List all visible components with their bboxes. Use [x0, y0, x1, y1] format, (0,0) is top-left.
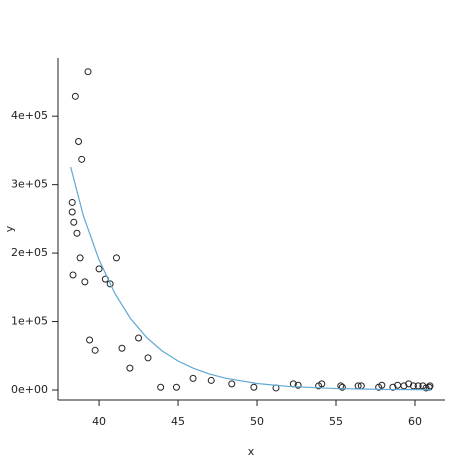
point [76, 254, 84, 262]
point [91, 346, 99, 354]
y-tick-label: 4e+05 [11, 109, 48, 122]
x-axis-label: x [248, 445, 255, 458]
x-tick-label: 60 [408, 415, 422, 428]
x-tick-label: 50 [250, 415, 264, 428]
point [81, 278, 89, 286]
x-tick-label: 55 [329, 415, 343, 428]
point [422, 384, 430, 392]
point [70, 218, 78, 226]
point [414, 382, 422, 390]
y-tick-label: 0e+00 [11, 383, 48, 396]
point [337, 382, 345, 390]
point [73, 229, 81, 237]
point [228, 380, 236, 388]
y-axis-label: y [3, 225, 16, 232]
point [189, 374, 197, 382]
point [71, 92, 79, 100]
x-tick-label: 40 [92, 415, 106, 428]
point [378, 381, 386, 389]
point [172, 383, 180, 391]
fitted-curve [70, 166, 431, 391]
point [95, 265, 103, 273]
point [409, 382, 417, 390]
point [78, 155, 86, 163]
point [118, 344, 126, 352]
point [318, 380, 326, 388]
point [112, 254, 120, 262]
point [144, 354, 152, 362]
point [86, 336, 94, 344]
point [207, 376, 215, 384]
point [84, 68, 92, 76]
y-tick-label: 2e+05 [11, 246, 48, 259]
point [106, 280, 114, 288]
point [75, 138, 83, 146]
y-tick-label: 3e+05 [11, 178, 48, 191]
point [338, 383, 346, 391]
x-tick-label: 45 [171, 415, 185, 428]
y-tick-label: 1e+05 [11, 315, 48, 328]
point [69, 271, 77, 279]
point [157, 383, 165, 391]
point [294, 381, 302, 389]
point [135, 334, 143, 342]
point [126, 364, 134, 372]
point [426, 382, 434, 390]
point [68, 198, 76, 206]
point [68, 208, 76, 216]
point [250, 383, 258, 391]
